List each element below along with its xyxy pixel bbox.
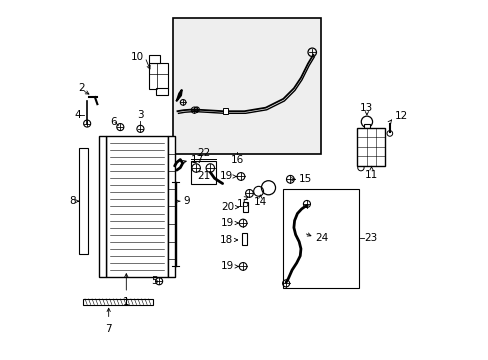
Text: 18: 18 xyxy=(220,235,233,245)
Text: 19: 19 xyxy=(220,171,233,181)
Bar xyxy=(241,233,246,245)
Bar xyxy=(364,124,369,128)
Bar xyxy=(148,55,160,63)
Text: 15: 15 xyxy=(236,199,249,210)
Text: 6: 6 xyxy=(110,117,116,127)
Text: 20: 20 xyxy=(221,202,233,212)
Text: 19: 19 xyxy=(220,261,233,271)
Text: 5: 5 xyxy=(150,276,157,286)
Text: 7: 7 xyxy=(105,324,112,334)
Bar xyxy=(106,136,167,277)
Text: 14: 14 xyxy=(253,197,266,207)
Bar xyxy=(83,299,153,305)
Bar xyxy=(99,136,106,277)
Text: 12: 12 xyxy=(394,112,407,121)
Text: 16: 16 xyxy=(230,154,244,165)
Text: 3: 3 xyxy=(137,110,143,120)
Bar xyxy=(172,18,320,154)
Text: 1: 1 xyxy=(123,297,129,307)
Text: 11: 11 xyxy=(364,170,377,180)
Bar xyxy=(357,128,384,166)
Bar xyxy=(167,136,175,277)
Text: 2: 2 xyxy=(78,83,84,93)
Bar xyxy=(148,63,167,89)
Text: 23: 23 xyxy=(364,233,377,243)
Text: 22: 22 xyxy=(197,148,210,158)
Text: 13: 13 xyxy=(360,103,373,113)
Bar xyxy=(190,161,216,184)
Text: 9: 9 xyxy=(183,196,190,206)
Text: 8: 8 xyxy=(69,196,76,206)
Text: 4: 4 xyxy=(74,110,81,120)
Bar xyxy=(242,202,247,212)
Text: 19: 19 xyxy=(220,218,233,228)
Bar xyxy=(156,88,167,95)
Bar xyxy=(283,189,358,288)
Text: 17: 17 xyxy=(190,154,203,165)
Text: 10: 10 xyxy=(131,52,143,62)
Text: 24: 24 xyxy=(314,233,327,243)
Text: 21: 21 xyxy=(197,171,210,181)
Bar xyxy=(223,108,227,114)
Bar xyxy=(79,148,88,254)
Text: 15: 15 xyxy=(299,174,312,184)
